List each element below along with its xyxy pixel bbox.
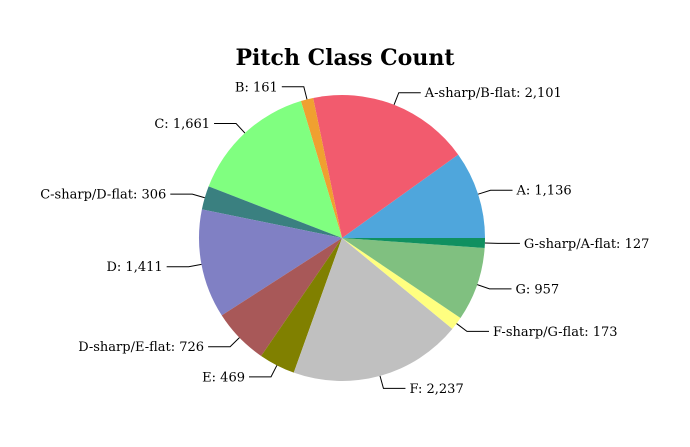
leader-line-f-sharp-g-flat xyxy=(456,323,489,332)
leader-line-c-sharp-d-flat xyxy=(170,193,205,199)
pie-slice-a xyxy=(342,154,485,238)
leader-line-b xyxy=(281,86,308,100)
slice-label-d-sharp-e-flat: D-sharp/E-flat: 726 xyxy=(78,340,204,355)
slice-label-d: D: 1,411 xyxy=(107,260,163,275)
chart-title: Pitch Class Count xyxy=(235,45,455,71)
pie-slice-d xyxy=(198,209,342,316)
slice-label-e: E: 469 xyxy=(202,370,245,385)
pie-slice-f-sharp-g-flat xyxy=(342,238,461,329)
pie-slice-c-sharp-d-flat xyxy=(201,186,342,238)
slice-label-g-sharp-a-flat: G-sharp/A-flat: 127 xyxy=(524,237,649,252)
slice-label-a: A: 1,136 xyxy=(516,184,572,199)
slice-label-g: G: 957 xyxy=(515,282,559,297)
pie-slice-g xyxy=(342,238,485,319)
slice-label-f-sharp-g-flat: F-sharp/G-flat: 173 xyxy=(493,325,618,340)
leader-line-d xyxy=(166,263,202,268)
leader-line-a-sharp-b-flat xyxy=(393,92,421,105)
slice-label-a-sharp-b-flat: A-sharp/B-flat: 2,101 xyxy=(424,86,562,101)
pie-slice-f xyxy=(293,238,453,381)
slice-labels: A: 1,136 A-sharp/B-flat: 2,101 B: 161 C: 1,… xyxy=(40,80,649,397)
pie-slice-d-sharp-e-flat xyxy=(221,238,342,356)
leader-line-f xyxy=(379,375,406,389)
leader-line-c xyxy=(214,122,246,134)
pie-slice-e xyxy=(261,238,342,373)
pie-slices xyxy=(198,94,485,381)
pie-slice-g-sharp-a-flat xyxy=(342,238,485,248)
leader-line-d-sharp-e-flat xyxy=(208,337,240,348)
slice-label-f: F: 2,237 xyxy=(409,382,463,397)
slice-label-b: B: 161 xyxy=(235,80,278,95)
slice-label-c: C: 1,661 xyxy=(154,117,210,132)
leader-line-g xyxy=(477,284,512,290)
slice-label-c-sharp-d-flat: C-sharp/D-flat: 306 xyxy=(40,188,166,203)
leader-line-a xyxy=(477,189,513,195)
leader-line-e xyxy=(249,365,278,378)
pie-slice-c xyxy=(208,101,342,238)
pie-slice-a-sharp-b-flat xyxy=(313,94,459,238)
pie-slice-b xyxy=(300,97,342,238)
